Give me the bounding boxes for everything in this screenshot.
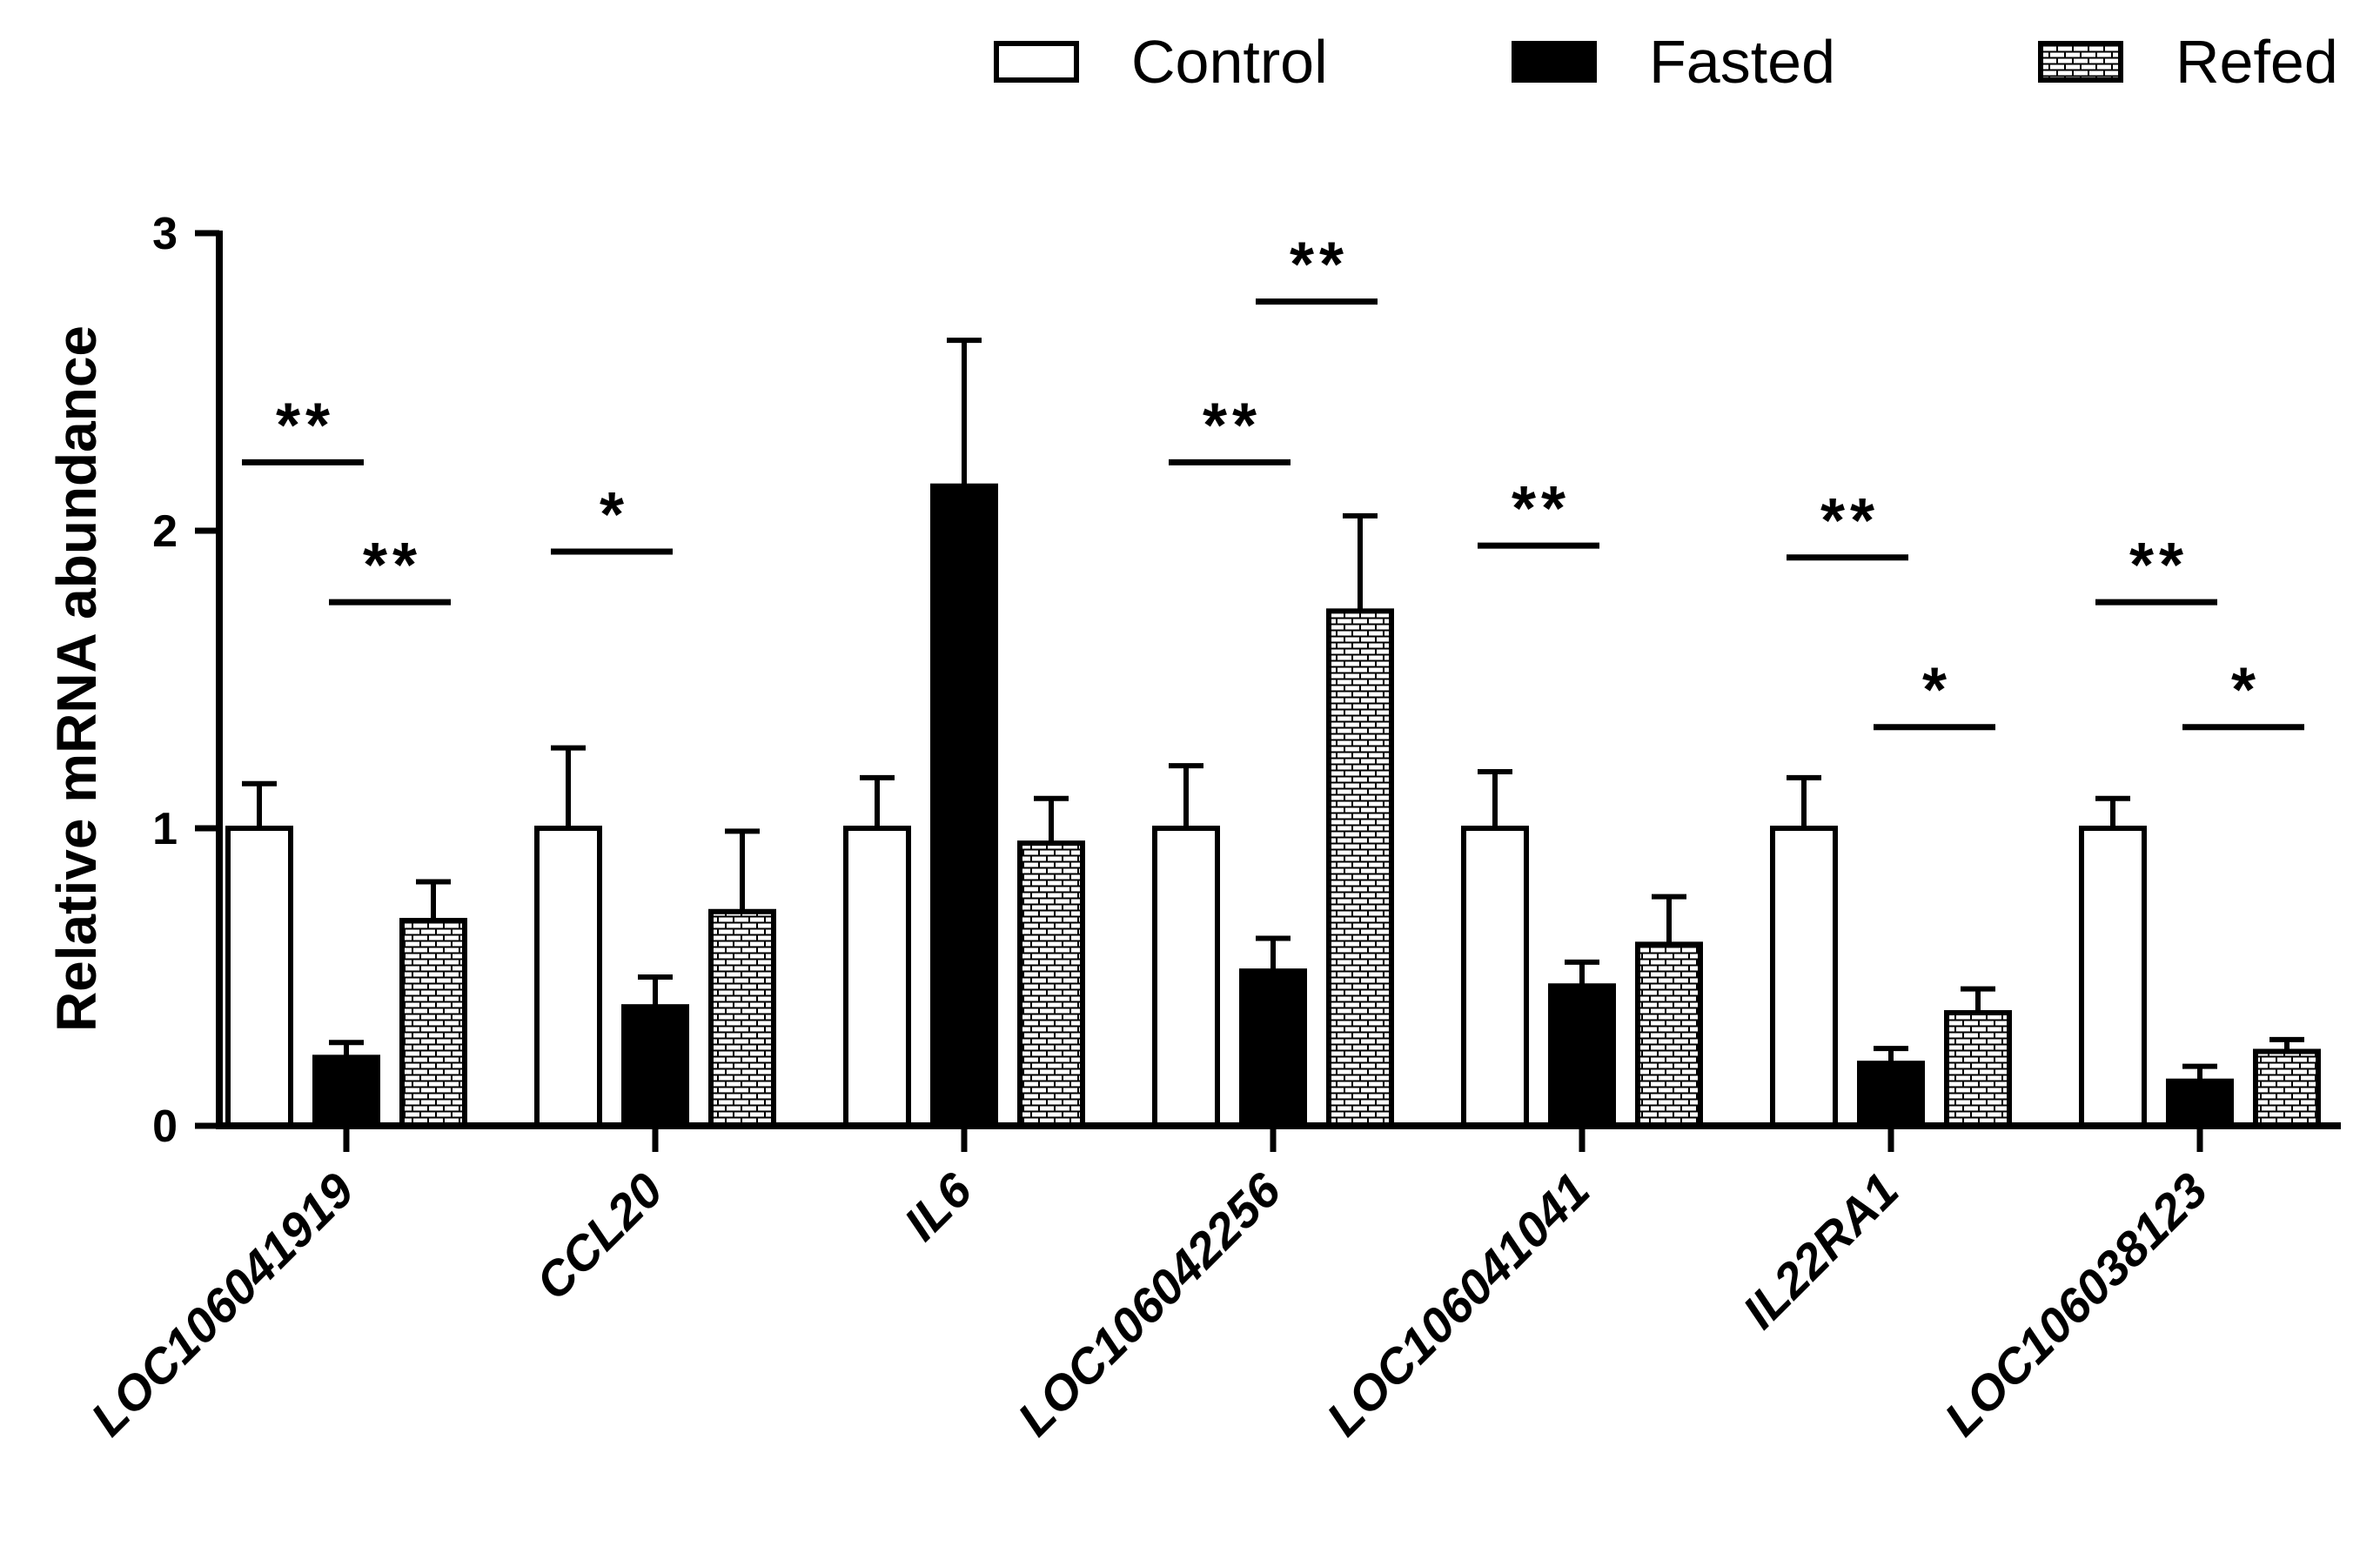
legend-item-refed: Refed [2038, 28, 2338, 96]
bar-fasted [312, 1054, 380, 1128]
significance-label: ** [1512, 474, 1571, 544]
significance-label: ** [363, 531, 422, 600]
x-axis: LOC106041919 CCL20 IL6 LOC106042256 LOC10604… [80, 1122, 2341, 1446]
bar-control [1152, 826, 1220, 1128]
y-tick-label: 1 [152, 804, 178, 854]
bar-refed [1017, 840, 1085, 1128]
legend-label-fasted: Fasted [1649, 28, 1835, 96]
legend-swatch-control [994, 41, 1079, 83]
bars [225, 338, 2321, 1129]
y-axis: 0 1 2 3 [152, 209, 223, 1152]
significance-marks: *********** ****** [242, 231, 2304, 731]
y-axis-title: Relative mRNA abundance [45, 325, 108, 1032]
bar-fasted [1239, 968, 1307, 1129]
y-tick-label: 2 [152, 506, 178, 557]
bar-control [1770, 826, 1838, 1128]
bar-control [2079, 826, 2147, 1128]
legend: Control Fasted Refed [994, 28, 2338, 96]
significance-label: ** [1820, 486, 1880, 556]
bar-refed [2253, 1048, 2321, 1128]
significance-label: ** [276, 391, 335, 460]
legend-swatch-refed [2038, 41, 2123, 83]
bar-fasted [621, 1004, 689, 1128]
legend-item-control: Control [994, 28, 1328, 96]
significance-label: ** [2129, 531, 2189, 600]
legend-label-control: Control [1131, 28, 1328, 96]
bar-fasted [2166, 1078, 2234, 1128]
bar-fasted [1548, 983, 1616, 1129]
bar-control [534, 826, 602, 1128]
category-label: LOC106041919 [80, 1162, 364, 1446]
significance-label: * [600, 480, 629, 550]
bar-control [225, 826, 293, 1128]
y-tick-label: 3 [152, 209, 178, 259]
bar-fasted [930, 483, 998, 1128]
category-label: CCL20 [526, 1162, 674, 1310]
category-label: LOC106042256 [1007, 1161, 1291, 1446]
category-label: LOC106041041 [1316, 1162, 1599, 1446]
significance-label: * [1922, 656, 1952, 726]
legend-swatch-fasted [1512, 41, 1597, 83]
bar-refed [1326, 608, 1394, 1128]
legend-item-fasted: Fasted [1512, 28, 1835, 96]
bar-refed [708, 908, 776, 1129]
bar-control [1461, 826, 1529, 1128]
category-label: LOC106038123 [1934, 1162, 2217, 1446]
category-label: IL22RA1 [1732, 1162, 1908, 1339]
legend-label-refed: Refed [2176, 28, 2338, 96]
y-tick-label: 0 [152, 1101, 178, 1152]
significance-label: * [2231, 656, 2261, 726]
bar-refed [399, 918, 467, 1129]
bar-control [843, 826, 911, 1128]
bar-refed [1944, 1010, 2012, 1129]
significance-label: ** [1290, 231, 1349, 300]
bar-fasted [1857, 1061, 1925, 1129]
category-label: IL6 [894, 1161, 982, 1250]
significance-label: ** [1203, 391, 1262, 460]
bar-refed [1635, 941, 1703, 1128]
